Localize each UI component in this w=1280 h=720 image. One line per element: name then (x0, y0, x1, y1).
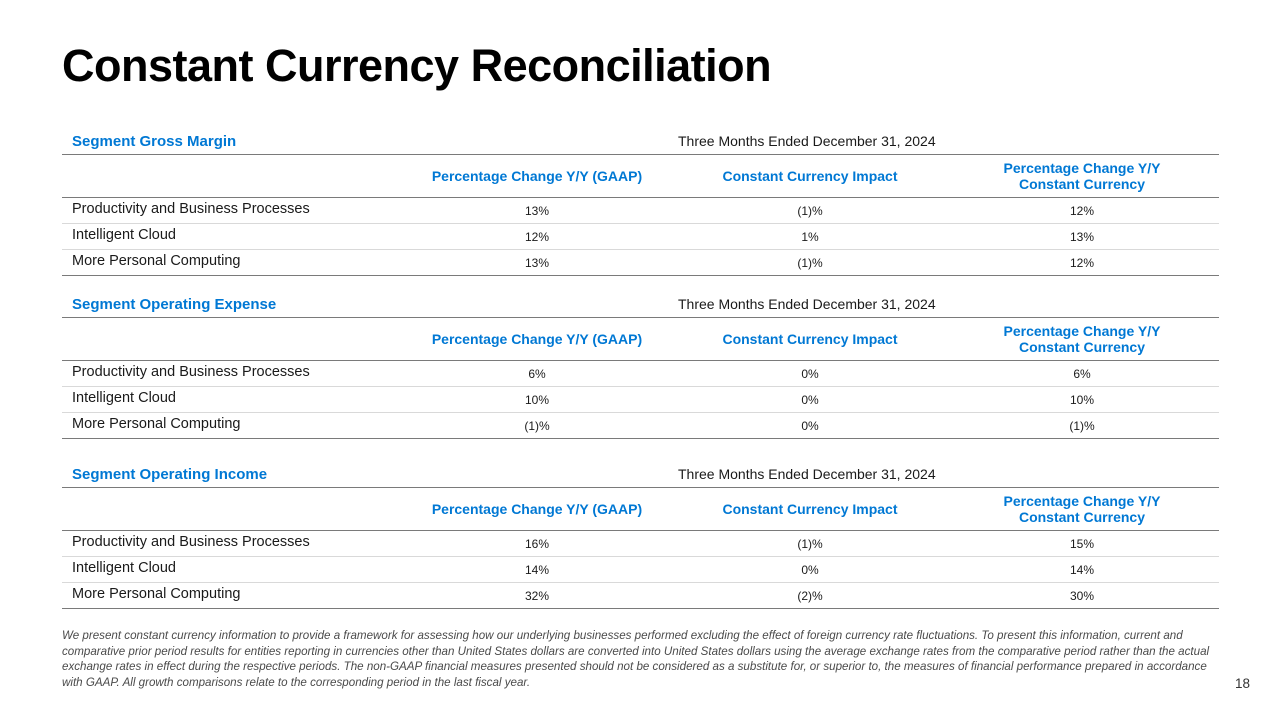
table-row: Productivity and Business Processes 13% … (62, 198, 1219, 224)
cell-cc: 15% (1069, 537, 1095, 551)
col-header-impact: Constant Currency Impact (722, 501, 898, 517)
cell-impact: 1% (801, 230, 819, 244)
cell-gaap: 14% (524, 563, 550, 577)
table-row: More Personal Computing (1)% 0% (1)% (62, 413, 1219, 439)
col-header-gaap: Percentage Change Y/Y (GAAP) (431, 501, 643, 517)
col-header-cc-line1: Percentage Change Y/Y (1003, 160, 1161, 176)
cell-gaap: (1)% (524, 419, 550, 433)
section-operating-income: Segment Operating Income Three Months En… (62, 463, 1219, 609)
col-header-constant-currency: Percentage Change Y/Y Constant Currency (952, 155, 1212, 197)
cell-cc: 12% (1069, 204, 1095, 218)
cell-cc: 30% (1069, 589, 1095, 603)
cell-cc: 12% (1069, 256, 1095, 270)
page-title: Constant Currency Reconciliation (62, 40, 772, 91)
col-header-cc-line1: Percentage Change Y/Y (1003, 323, 1161, 339)
cell-gaap: 32% (524, 589, 550, 603)
cell-impact: (2)% (797, 589, 823, 603)
period-label: Three Months Ended December 31, 2024 (678, 133, 936, 149)
cell-gaap: 16% (524, 537, 550, 551)
cell-gaap: 10% (524, 393, 550, 407)
cell-cc: 10% (1069, 393, 1095, 407)
row-label: Intelligent Cloud (72, 227, 176, 243)
column-header-row: Percentage Change Y/Y (GAAP) Constant Cu… (62, 154, 1219, 198)
cell-gaap: 13% (524, 256, 550, 270)
table-row: More Personal Computing 32% (2)% 30% (62, 583, 1219, 609)
column-header-row: Percentage Change Y/Y (GAAP) Constant Cu… (62, 317, 1219, 361)
cell-gaap: 13% (524, 204, 550, 218)
cell-cc: (1)% (1069, 419, 1095, 433)
row-label: Productivity and Business Processes (72, 364, 310, 380)
section-title: Segment Operating Expense (72, 296, 277, 313)
table-row: Productivity and Business Processes 6% 0… (62, 361, 1219, 387)
cell-cc: 13% (1069, 230, 1095, 244)
period-label: Three Months Ended December 31, 2024 (678, 466, 936, 482)
section-header: Segment Operating Expense Three Months E… (62, 293, 1219, 317)
section-title: Segment Operating Income (72, 466, 268, 483)
table-row: Intelligent Cloud 10% 0% 10% (62, 387, 1219, 413)
table-row: Intelligent Cloud 12% 1% 13% (62, 224, 1219, 250)
col-header-cc-line2: Constant Currency (1018, 176, 1145, 192)
col-header-cc-line2: Constant Currency (1018, 339, 1145, 355)
row-label: Intelligent Cloud (72, 390, 176, 406)
row-label: More Personal Computing (72, 253, 241, 269)
col-header-gaap: Percentage Change Y/Y (GAAP) (431, 331, 643, 347)
col-header-impact: Constant Currency Impact (722, 331, 898, 347)
cell-impact: 0% (801, 393, 819, 407)
col-header-constant-currency: Percentage Change Y/Y Constant Currency (952, 318, 1212, 360)
col-header-gaap: Percentage Change Y/Y (GAAP) (431, 168, 643, 184)
cell-gaap: 12% (524, 230, 550, 244)
period-label: Three Months Ended December 31, 2024 (678, 296, 936, 312)
footnote: We present constant currency information… (62, 629, 1210, 689)
page-number: 18 (1234, 676, 1250, 691)
row-label: Productivity and Business Processes (72, 534, 310, 550)
row-label: More Personal Computing (72, 586, 241, 602)
col-header-constant-currency: Percentage Change Y/Y Constant Currency (952, 488, 1212, 530)
cell-cc: 6% (1073, 367, 1091, 381)
section-header: Segment Operating Income Three Months En… (62, 463, 1219, 487)
cell-impact: 0% (801, 563, 819, 577)
cell-impact: (1)% (797, 256, 823, 270)
section-header: Segment Gross Margin Three Months Ended … (62, 130, 1219, 154)
section-operating-expense: Segment Operating Expense Three Months E… (62, 293, 1219, 439)
column-header-row: Percentage Change Y/Y (GAAP) Constant Cu… (62, 487, 1219, 531)
row-label: Intelligent Cloud (72, 560, 176, 576)
col-header-impact: Constant Currency Impact (722, 168, 898, 184)
table-row: More Personal Computing 13% (1)% 12% (62, 250, 1219, 276)
cell-gaap: 6% (528, 367, 546, 381)
cell-impact: 0% (801, 419, 819, 433)
cell-cc: 14% (1069, 563, 1095, 577)
col-header-cc-line2: Constant Currency (1018, 509, 1145, 525)
cell-impact: 0% (801, 367, 819, 381)
section-title: Segment Gross Margin (72, 133, 237, 150)
table-row: Productivity and Business Processes 16% … (62, 531, 1219, 557)
table-row: Intelligent Cloud 14% 0% 14% (62, 557, 1219, 583)
cell-impact: (1)% (797, 537, 823, 551)
cell-impact: (1)% (797, 204, 823, 218)
section-gross-margin: Segment Gross Margin Three Months Ended … (62, 130, 1219, 276)
row-label: Productivity and Business Processes (72, 201, 310, 217)
col-header-cc-line1: Percentage Change Y/Y (1003, 493, 1161, 509)
row-label: More Personal Computing (72, 416, 241, 432)
